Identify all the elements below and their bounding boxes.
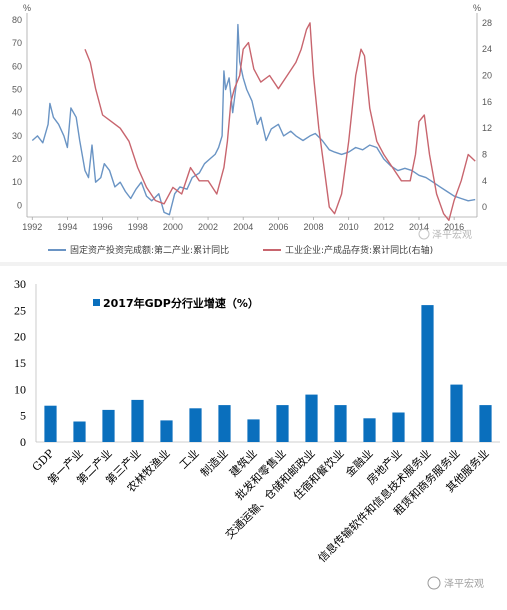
x-tick-label: 2004 <box>233 222 253 232</box>
right-tick-label: 28 <box>482 18 492 28</box>
x-tick-label: 2002 <box>198 222 218 232</box>
bar-y-tick-labels: 0 5 10 15 20 25 30 <box>14 277 26 449</box>
right-axis-tick-labels: 0 4 8 12 16 20 24 28 <box>482 18 492 212</box>
left-axis-unit: % <box>23 3 31 13</box>
bar-y-tick-label: 20 <box>14 330 26 344</box>
bar <box>189 408 202 442</box>
watermark-top: 泽平宏观 <box>418 228 472 241</box>
bar <box>450 384 463 442</box>
right-tick-label: 24 <box>482 44 492 54</box>
bar <box>73 421 86 442</box>
bar-chart-title: 2017年GDP分行业增速（%） <box>103 296 259 310</box>
left-tick-label: 40 <box>12 108 22 118</box>
bar <box>44 405 57 442</box>
left-tick-label: 20 <box>12 154 22 164</box>
left-tick-label: 80 <box>12 15 22 25</box>
bar-y-tick-label: 5 <box>20 409 26 423</box>
legend-label-investment: 固定资产投资完成额:第二产业:累计同比 <box>70 244 229 256</box>
x-tick-label: 1996 <box>93 222 113 232</box>
x-tick-label: 1998 <box>128 222 148 232</box>
bar <box>305 394 318 442</box>
bar-category-label: 制造业 <box>197 446 230 479</box>
bar-legend: 2017年GDP分行业增速（%） <box>93 296 259 310</box>
x-tick-label: 2016 <box>444 222 464 232</box>
chart-divider <box>0 262 507 266</box>
bars <box>44 305 492 442</box>
x-tick-label: 1992 <box>22 222 42 232</box>
bar <box>102 409 115 442</box>
right-axis-unit: % <box>473 3 481 13</box>
watermark-top-text: 泽平宏观 <box>432 228 472 241</box>
bar-y-tick-label: 30 <box>14 277 26 291</box>
bar <box>479 405 492 442</box>
bar <box>363 418 376 442</box>
bar <box>392 412 405 442</box>
x-tick-label: 2000 <box>163 222 183 232</box>
bar <box>421 305 434 442</box>
bar <box>334 405 347 442</box>
bar-legend-swatch <box>93 299 100 306</box>
x-tick-label: 2006 <box>268 222 288 232</box>
bar-y-tick-label: 10 <box>14 382 26 396</box>
x-axis-tick-labels: 1992 1994 1996 1998 2000 2002 2004 2006 2008 2010… <box>22 217 464 232</box>
line-chart-background <box>0 0 507 262</box>
watermark-bottom-text: 泽平宏观 <box>444 577 484 590</box>
right-tick-label: 20 <box>482 71 492 81</box>
right-tick-label: 0 <box>482 202 487 212</box>
bar <box>160 420 173 442</box>
right-tick-label: 4 <box>482 176 487 186</box>
bar-y-tick-label: 15 <box>14 356 26 370</box>
left-tick-label: 0 <box>17 200 22 210</box>
wechat-logo-icon <box>418 228 430 240</box>
left-tick-label: 30 <box>12 131 22 141</box>
x-tick-label: 2014 <box>409 222 429 232</box>
left-axis-tick-labels: 0 10 20 30 40 50 60 70 80 <box>12 15 22 210</box>
right-tick-label: 16 <box>482 97 492 107</box>
right-tick-label: 8 <box>482 149 487 159</box>
legend-label-inventory: 工业企业:产成品存货:累计同比(右轴) <box>285 244 433 256</box>
watermark-bottom: 泽平宏观 <box>427 576 484 590</box>
left-tick-label: 10 <box>12 177 22 187</box>
line-series <box>31 22 476 221</box>
bar <box>131 399 144 442</box>
wechat-logo-icon <box>427 576 441 590</box>
right-tick-label: 12 <box>482 123 492 133</box>
series-line-inventory <box>84 22 476 221</box>
x-tick-label: 2012 <box>374 222 394 232</box>
series-line-investment <box>31 23 476 216</box>
bar <box>218 405 231 442</box>
left-tick-label: 50 <box>12 85 22 95</box>
bar-y-tick-label: 0 <box>20 435 26 449</box>
bar <box>247 419 260 442</box>
left-tick-label: 70 <box>12 38 22 48</box>
bar <box>276 405 289 442</box>
x-tick-label: 2008 <box>304 222 324 232</box>
bar-y-tick-label: 25 <box>14 303 26 317</box>
bar-category-label: 工业 <box>177 447 202 472</box>
left-tick-label: 60 <box>12 61 22 71</box>
x-tick-label: 2010 <box>339 222 359 232</box>
line-chart: % % 0 10 20 30 40 50 60 70 80 0 4 8 12 16 20 24 28 1992… <box>0 0 507 262</box>
line-legend: 固定资产投资完成额:第二产业:累计同比 工业企业:产成品存货:累计同比(右轴) <box>48 244 433 256</box>
x-tick-label: 1994 <box>57 222 77 232</box>
